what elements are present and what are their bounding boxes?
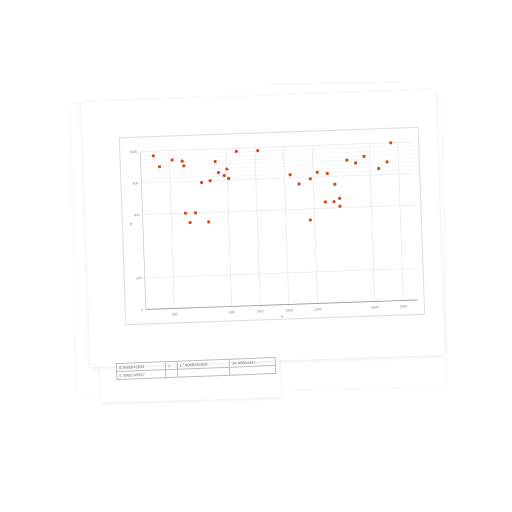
data-point: [188, 220, 192, 225]
band-line: [140, 157, 413, 168]
x-gridline: [254, 147, 261, 306]
x-axis-label: A: [281, 315, 284, 319]
table-cell: [177, 367, 231, 378]
data-point: [333, 182, 337, 186]
y-gridline: [142, 204, 415, 216]
data-point: [308, 218, 312, 222]
data-point: [208, 179, 212, 183]
y-tick-label: 200: [136, 276, 142, 280]
table-cell: [229, 365, 276, 376]
data-point: [170, 158, 174, 162]
data-point: [180, 159, 184, 163]
data-point: [315, 170, 319, 174]
data-point: [338, 204, 342, 208]
data-point: [325, 171, 329, 176]
data-point: [207, 220, 211, 224]
data-point: [389, 141, 393, 145]
band-line: [141, 169, 414, 180]
y-tick-label: 600: [134, 213, 140, 217]
data-point: [308, 177, 312, 181]
y-tick-label: 0: [141, 308, 143, 312]
x-gridline: [283, 146, 290, 305]
data-point: [216, 170, 221, 175]
table-cell: [165, 369, 178, 378]
y-gridline: [140, 141, 413, 152]
data-point: [377, 166, 381, 171]
data-point: [256, 149, 260, 153]
x-gridline: [311, 145, 318, 304]
x-tick-label: 1200: [314, 307, 322, 311]
x-axis: [145, 299, 418, 310]
data-point: [353, 161, 358, 165]
y-gridline: [144, 268, 417, 279]
band-line: [140, 145, 413, 156]
y-tick-label: 1000: [129, 150, 137, 154]
data-point: [385, 160, 389, 164]
data-point: [234, 149, 238, 153]
x-tick-label: 1000: [285, 308, 293, 312]
data-point: [332, 200, 336, 204]
data-point: [345, 158, 349, 162]
y-axis: [140, 151, 147, 310]
band-line: [141, 165, 413, 176]
data-point: [225, 167, 229, 171]
data-point: [157, 165, 162, 169]
x-tick-label: 200: [172, 312, 178, 316]
x-gridline: [368, 143, 376, 302]
data-point: [222, 173, 226, 178]
scatter-plot-svg: 200 600 800 1000 1200 1600 180002006008001000A…: [129, 141, 418, 319]
data-point: [362, 154, 366, 158]
data-point: [323, 200, 328, 204]
data-point: [227, 176, 231, 181]
data-point: [288, 173, 292, 177]
x-tick-label: 600: [229, 310, 235, 314]
data-point: [151, 154, 155, 158]
x-gridline: [397, 142, 404, 301]
data-point: [297, 182, 301, 186]
scatter-chart: 200 600 800 1000 1200 1600 1800 0 200 600 800 1000 A…: [118, 126, 426, 326]
x-tick-label: 800: [258, 309, 264, 313]
data-point: [182, 164, 186, 168]
data-point: [199, 181, 204, 185]
y-tick-label: 800: [133, 181, 139, 185]
y-axis-label: B: [130, 222, 133, 226]
table-cell: 0.4068240967: [116, 369, 166, 380]
data-point: [338, 196, 342, 200]
x-tick-label: 1800: [400, 304, 408, 308]
x-gridline: [168, 150, 175, 309]
data-point: [183, 211, 188, 215]
band-line: [140, 149, 413, 160]
band-line: [141, 161, 413, 172]
x-gridline: [225, 148, 232, 307]
data-point: [193, 211, 198, 215]
data-point: [213, 159, 217, 164]
band-line: [140, 153, 413, 164]
x-tick-label: 1600: [371, 305, 379, 309]
band-line: [141, 173, 414, 184]
